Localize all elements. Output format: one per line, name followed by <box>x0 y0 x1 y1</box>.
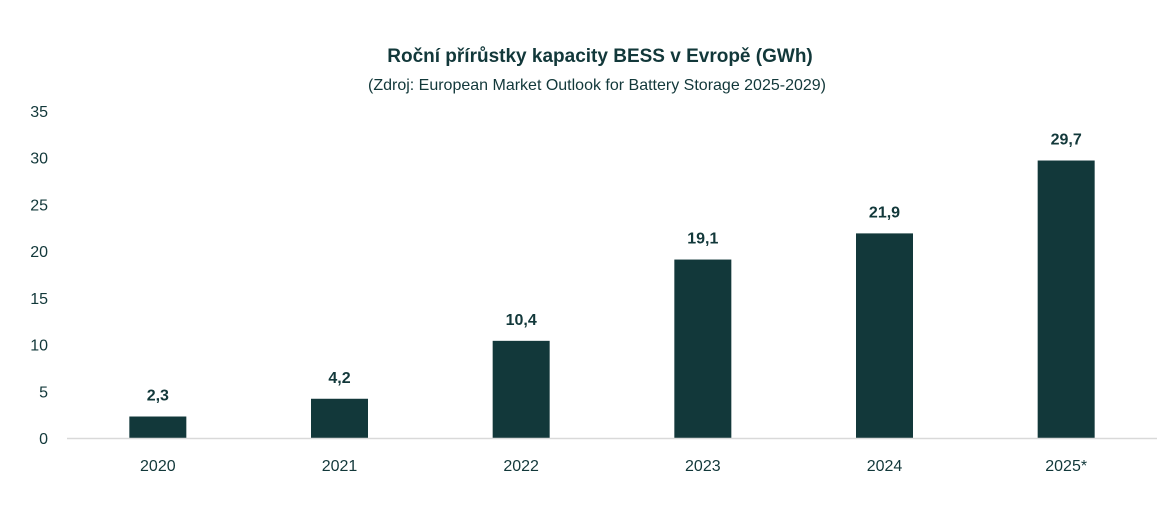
x-tick-label: 2022 <box>503 458 539 475</box>
data-label: 10,4 <box>506 312 537 329</box>
bar <box>1037 160 1095 438</box>
bars-group: 2,3 4,2 10,4 19,1 21,9 29,7 <box>129 132 1095 438</box>
x-tick-label: 2020 <box>140 458 176 475</box>
x-axis: 2020 2021 2022 2023 2024 2025* <box>140 458 1087 475</box>
y-tick-label: 10 <box>30 338 48 355</box>
y-tick-label: 5 <box>39 384 48 401</box>
y-axis: 0 5 10 15 20 25 30 35 <box>30 104 48 448</box>
data-label: 4,2 <box>328 370 350 387</box>
y-tick-label: 20 <box>30 244 48 261</box>
data-label: 29,7 <box>1051 132 1082 149</box>
y-tick-label: 30 <box>30 151 48 168</box>
bar <box>129 416 187 438</box>
chart-title: Roční přírůstky kapacity BESS v Evropě (… <box>387 46 813 67</box>
y-tick-label: 35 <box>30 104 48 121</box>
data-label: 21,9 <box>869 204 900 221</box>
bar <box>674 259 732 438</box>
y-tick-label: 25 <box>30 197 48 214</box>
bar <box>856 233 913 438</box>
data-label: 19,1 <box>687 231 718 248</box>
y-tick-label: 0 <box>39 431 48 448</box>
bar <box>311 398 368 438</box>
bar <box>492 340 550 438</box>
data-label: 2,3 <box>147 388 169 405</box>
x-tick-label: 2021 <box>322 458 358 475</box>
chart-subtitle: (Zdroj: European Market Outlook for Batt… <box>368 77 826 94</box>
x-tick-label: 2023 <box>685 458 721 475</box>
x-tick-label: 2025* <box>1045 458 1087 475</box>
y-tick-label: 15 <box>30 291 48 308</box>
x-tick-label: 2024 <box>867 458 903 475</box>
